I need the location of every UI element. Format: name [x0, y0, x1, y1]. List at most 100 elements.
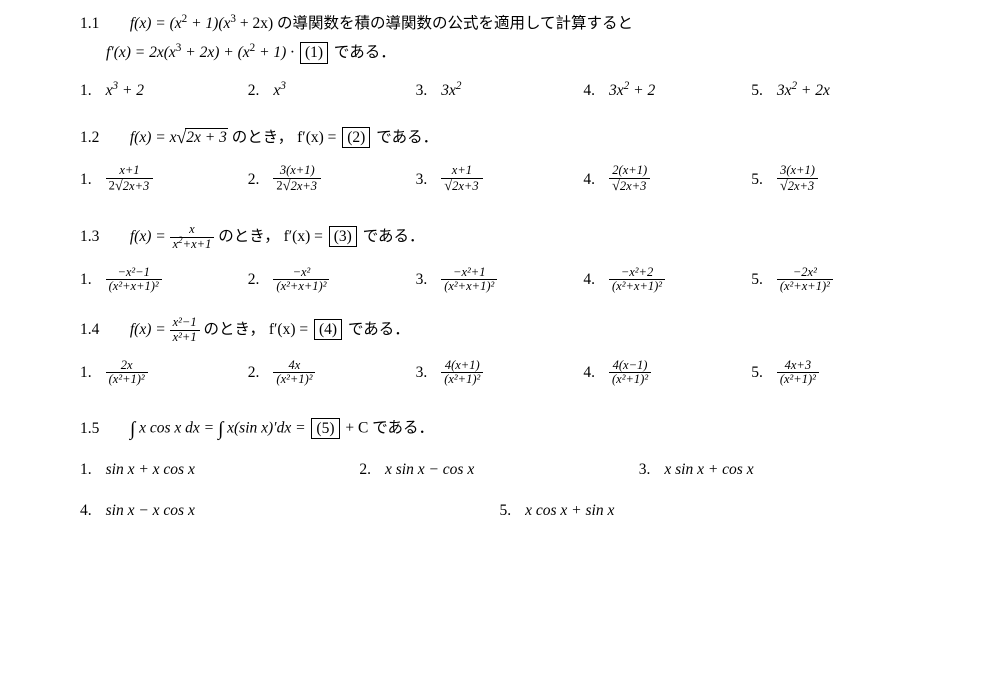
- choice-item: 5. 4x+3(x²+1)²: [751, 359, 919, 388]
- choice-item: 1. sin x + x cos x: [80, 458, 359, 481]
- blank-box: (4): [314, 319, 342, 340]
- text: である．: [372, 129, 438, 146]
- choice-number: 4.: [583, 361, 595, 384]
- radicand: 2x + 3: [185, 128, 228, 146]
- problem-number: 1.3: [80, 225, 126, 248]
- problem-1-4-stem: 1.4 f(x) = x²−1x²+1 のとき， f′(x) = (4) である…: [80, 316, 919, 345]
- choice-number: 4.: [583, 168, 595, 191]
- choice-number: 1.: [80, 268, 92, 291]
- math-text: である．: [330, 44, 396, 61]
- choice-number: 5.: [751, 79, 763, 102]
- choice-item: 1. x+12√2x+3: [80, 164, 248, 195]
- math-text: f(x) = x: [130, 129, 177, 146]
- choice-number: 3.: [416, 79, 428, 102]
- math-text: f(x) =: [130, 321, 170, 338]
- choice-item: 2. x sin x − cos x: [359, 458, 638, 481]
- choice-number: 5.: [751, 361, 763, 384]
- math-text: x cos x + sin x: [525, 499, 614, 522]
- choice-number: 2.: [248, 268, 260, 291]
- math-text: x3 + 2: [106, 79, 144, 102]
- choice-item: 5. 3x2 + 2x: [751, 79, 919, 102]
- choices-1-4: 1.2x(x²+1)² 2.4x(x²+1)² 3.4(x+1)(x²+1)² …: [80, 359, 919, 388]
- blank-box: (1): [300, 42, 328, 63]
- fraction: x+1√2x+3: [441, 164, 482, 195]
- choice-item: 3. x+1√2x+3: [416, 164, 584, 195]
- choice-item: 5. x cos x + sin x: [500, 499, 920, 522]
- choices-1-1: 1.x3 + 2 2.x3 3.3x2 4.3x2 + 2 5.3x2 + 2x: [80, 79, 919, 102]
- fraction: 4x+3(x²+1)²: [777, 359, 819, 388]
- problem-number: 1.5: [80, 417, 126, 440]
- fraction: 2x(x²+1)²: [106, 359, 148, 388]
- choice-item: 5. 3(x+1)√2x+3: [751, 164, 919, 195]
- choices-1-5-row1: 1. sin x + x cos x 2. x sin x − cos x 3.x …: [80, 458, 919, 481]
- text: + C である．: [342, 420, 435, 437]
- math-text: + 1)(x: [187, 15, 230, 32]
- fraction: 2(x+1)√2x+3: [609, 164, 650, 195]
- fraction: 3(x+1)√2x+3: [777, 164, 818, 195]
- choice-item: 4. 3x2 + 2: [583, 79, 751, 102]
- choice-number: 2.: [248, 361, 260, 384]
- choice-item: 3. −x²+1(x²+x+1)²: [416, 266, 584, 295]
- math-text: sin x − x cos x: [106, 499, 195, 522]
- choice-number: 5.: [500, 499, 512, 522]
- math-text: x cos x dx =: [135, 420, 218, 437]
- choice-number: 5.: [751, 268, 763, 291]
- choice-item: 2.4x(x²+1)²: [248, 359, 416, 388]
- text: である．: [344, 321, 410, 338]
- math-text: + 1) ·: [255, 44, 298, 61]
- text: のとき， f′(x) =: [200, 321, 312, 338]
- choice-number: 2.: [248, 168, 260, 191]
- fraction: 3(x+1)2√2x+3: [273, 164, 321, 195]
- choice-number: 1.: [80, 458, 92, 481]
- problem-1-1-line1: 1.1 f(x) = (x2 + 1)(x3 + 2x) の導関数を積の導関数の…: [80, 12, 919, 35]
- choice-item: 4. 4(x−1)(x²+1)²: [583, 359, 751, 388]
- fraction: 4(x−1)(x²+1)²: [609, 359, 651, 388]
- text: のとき， f′(x) =: [228, 129, 340, 146]
- choices-1-5-row2: 4. sin x − x cos x 5. x cos x + sin x: [80, 495, 919, 522]
- math-text: + 2x) の導関数を積の導関数の公式を適用して計算すると: [236, 15, 633, 32]
- blank-box: (2): [342, 127, 370, 148]
- math-text: x3: [273, 79, 285, 102]
- choice-item: 4. sin x − x cos x: [80, 499, 500, 522]
- math-text: x sin x + cos x: [664, 458, 753, 481]
- choice-number: 2.: [359, 458, 371, 481]
- problem-1-3-stem: 1.3 f(x) = xx2+x+1 のとき， f′(x) = (3) である．: [80, 223, 919, 252]
- choice-item: 3. 3x2: [416, 79, 584, 102]
- choice-item: 1.x3 + 2: [80, 79, 248, 102]
- blank-box: (5): [311, 418, 339, 439]
- fraction: −2x²(x²+x+1)²: [777, 266, 833, 295]
- fraction: −x²+2(x²+x+1)²: [609, 266, 665, 295]
- fraction: −x²+1(x²+x+1)²: [441, 266, 497, 295]
- math-text: f′(x) = 2x(x: [106, 44, 176, 61]
- choice-number: 3.: [416, 268, 428, 291]
- math-text: f(x) =: [130, 228, 170, 245]
- choice-item: 3.4(x+1)(x²+1)²: [416, 359, 584, 388]
- choice-number: 1.: [80, 168, 92, 191]
- choice-item: 3.x sin x + cos x: [639, 458, 918, 481]
- math-text: 3x2 + 2: [609, 79, 655, 102]
- choice-item: 5. −2x²(x²+x+1)²: [751, 266, 919, 295]
- choice-number: 4.: [583, 79, 595, 102]
- choice-number: 5.: [751, 168, 763, 191]
- fraction: 4(x+1)(x²+1)²: [441, 359, 483, 388]
- fraction: xx2+x+1: [170, 223, 215, 252]
- choice-number: 4.: [80, 499, 92, 522]
- math-text: f(x) = (x: [130, 15, 182, 32]
- choice-item: 2. −x²(x²+x+1)²: [248, 266, 416, 295]
- math-text: 3x2: [441, 79, 461, 102]
- math-text: 3x2 + 2x: [777, 79, 830, 102]
- problem-number: 1.2: [80, 126, 126, 149]
- choice-number: 4.: [583, 268, 595, 291]
- text: である．: [359, 228, 425, 245]
- text: のとき， f′(x) =: [214, 228, 326, 245]
- problem-number: 1.1: [80, 12, 126, 35]
- math-text: x(sin x)′dx =: [223, 420, 309, 437]
- fraction: x+12√2x+3: [106, 164, 154, 195]
- math-text: x sin x − cos x: [385, 458, 474, 481]
- choice-item: 1.2x(x²+1)²: [80, 359, 248, 388]
- fraction: −x²(x²+x+1)²: [273, 266, 329, 295]
- choice-number: 3.: [416, 168, 428, 191]
- choice-item: 2. 3(x+1)2√2x+3: [248, 164, 416, 195]
- math-text: sin x + x cos x: [106, 458, 195, 481]
- problem-1-1-line2: f′(x) = 2x(x3 + 2x) + (x2 + 1) · (1) である…: [106, 41, 919, 64]
